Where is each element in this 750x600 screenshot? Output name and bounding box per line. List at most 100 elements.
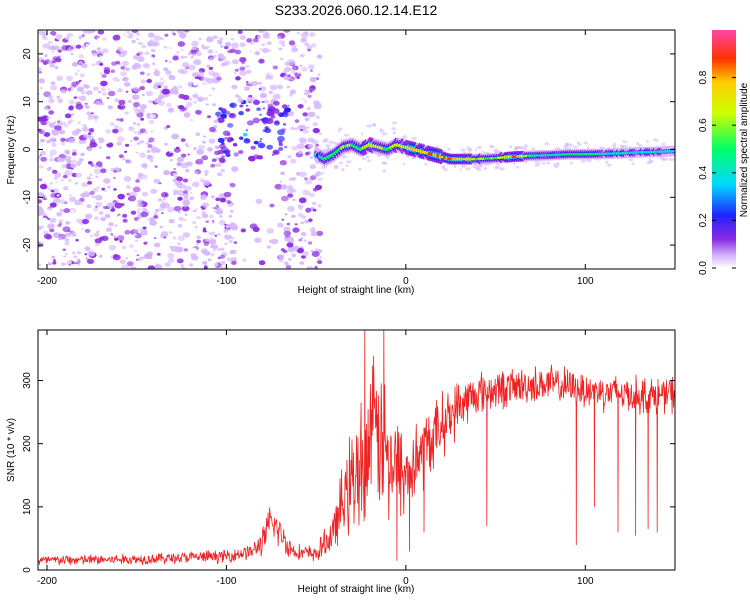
heatmap-cell — [165, 70, 172, 75]
heatmap-cell — [209, 237, 212, 240]
heatmap-cell — [291, 214, 296, 218]
heatmap-cell — [125, 257, 129, 260]
heatmap-cell — [184, 168, 190, 173]
heatmap-cell — [187, 64, 196, 71]
heatmap-cell — [78, 60, 84, 65]
heatmap-cell — [206, 227, 214, 233]
heatmap-cell — [283, 123, 286, 126]
heatmap-cell — [191, 46, 197, 51]
heatmap-cell — [184, 128, 188, 131]
heatmap-cell — [130, 210, 137, 215]
heatmap-cell — [193, 100, 197, 104]
heatmap-cell — [297, 150, 303, 155]
heatmap-cell — [145, 54, 153, 60]
heatmap-cell — [64, 252, 68, 256]
heatmap-cell — [248, 155, 256, 162]
heatmap-cell — [45, 259, 54, 265]
heatmap-cell — [222, 150, 228, 154]
heatmap-cell — [136, 254, 140, 257]
heatmap-cell — [258, 58, 265, 64]
heatmap-cell — [183, 173, 189, 178]
heatmap-cell — [180, 138, 186, 143]
heatmap-cell — [172, 62, 177, 67]
heatmap-cell — [143, 63, 150, 69]
heatmap-cell — [564, 142, 570, 146]
heatmap-cell — [222, 266, 229, 269]
heatmap-cell — [91, 30, 96, 33]
heatmap-cell — [212, 249, 216, 252]
heatmap-cell — [39, 211, 46, 216]
heatmap-cell — [64, 241, 70, 246]
heatmap-cell — [358, 167, 362, 171]
heatmap-cell — [220, 55, 227, 61]
heatmap-cell — [245, 81, 249, 83]
heatmap-cell — [283, 30, 291, 33]
heatmap-cell — [107, 88, 110, 91]
heatmap-cell — [299, 53, 305, 58]
ridge-mark — [671, 149, 675, 153]
heatmap-cell — [113, 188, 117, 191]
heatmap-cell — [219, 197, 227, 203]
heatmap-cell — [102, 48, 109, 54]
heatmap-cell — [136, 53, 140, 56]
heatmap-cell — [229, 183, 236, 188]
heatmap-cell — [573, 145, 578, 149]
heatmap-cell — [127, 144, 136, 151]
heatmap-cell — [135, 179, 140, 183]
heatmap-cell — [237, 30, 243, 35]
heatmap-cell — [253, 140, 259, 145]
heatmap-cell — [249, 41, 254, 45]
heatmap-cell — [216, 39, 223, 44]
snr-x-label: Height of straight line (km) — [298, 584, 415, 595]
heatmap-cell — [189, 196, 194, 200]
heatmap-cell — [75, 103, 84, 110]
heatmap-cell — [92, 115, 99, 120]
heatmap-cell — [149, 120, 155, 125]
heatmap-cell — [96, 47, 101, 51]
heatmap-cell — [308, 144, 314, 149]
heatmap-cell — [63, 122, 66, 125]
heatmap-cell — [185, 101, 193, 107]
heatmap-cell — [127, 100, 132, 103]
heatmap-cell — [54, 125, 62, 131]
heatmap-cell — [86, 176, 92, 180]
heatmap-cell — [104, 214, 111, 219]
heatmap-cell — [213, 210, 217, 213]
heatmap-cell — [133, 136, 139, 141]
heatmap-cell — [210, 195, 215, 199]
heatmap-cell — [111, 84, 119, 91]
heatmap-cell — [87, 161, 93, 165]
heatmap-cell — [70, 87, 77, 93]
heatmap-cell — [50, 81, 56, 85]
heatmap-cell — [40, 150, 46, 156]
heatmap-cell — [217, 233, 221, 236]
heatmap-cell — [220, 108, 227, 113]
heatmap-cell — [233, 152, 240, 157]
heatmap-cell — [328, 140, 335, 144]
heatmap-cell — [137, 42, 141, 45]
heatmap-cell — [291, 253, 297, 258]
heatmap-cell — [312, 116, 318, 121]
heatmap-cell — [122, 218, 128, 223]
heatmap-cell — [61, 179, 64, 182]
heatmap-cell — [209, 126, 216, 133]
heatmap-cell — [134, 109, 141, 114]
heatmap-cell — [38, 225, 42, 231]
heatmap-cell — [128, 126, 135, 132]
heatmap-cell — [75, 239, 79, 242]
heatmap-cell — [212, 262, 219, 267]
heatmap-cell — [192, 72, 199, 77]
heatmap-cell — [298, 159, 303, 163]
heatmap-cell — [140, 117, 145, 121]
heatmap-cell — [164, 59, 168, 63]
heatmap-cell — [248, 82, 253, 85]
heatmap-cell — [119, 259, 127, 265]
heatmap-cell — [366, 155, 370, 159]
heatmap-cell — [662, 142, 666, 146]
heatmap-cell — [57, 98, 64, 103]
heatmap-cell — [300, 221, 304, 225]
heatmap-cell — [257, 65, 264, 70]
heatmap-cell — [302, 129, 309, 134]
heatmap-cell — [226, 200, 232, 204]
heatmap-cell — [60, 137, 66, 142]
